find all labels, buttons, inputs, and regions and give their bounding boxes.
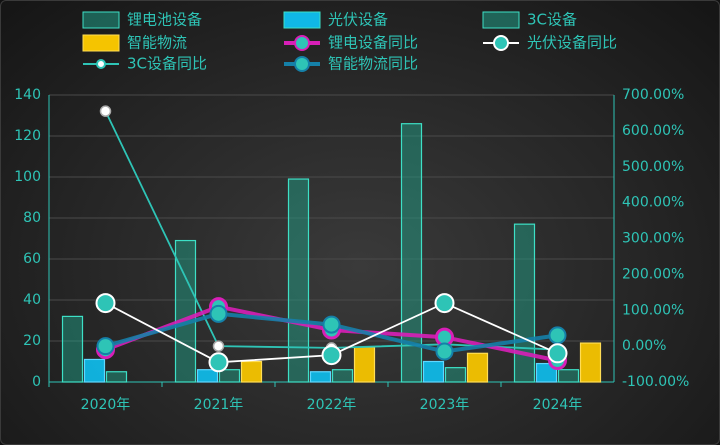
y-left-tick-label: 100 bbox=[14, 169, 41, 185]
y-right-tick-label: 100.00% bbox=[622, 302, 684, 318]
y-right-tick-label: 700.00% bbox=[622, 87, 684, 103]
bar-3C设备 bbox=[105, 371, 128, 383]
legend-swatch bbox=[82, 11, 120, 29]
y-left-tick-label: 120 bbox=[14, 128, 41, 144]
bar-光伏设备 bbox=[83, 358, 106, 383]
y-right-tick-label: 0.00% bbox=[622, 338, 666, 354]
legend-swatch bbox=[482, 11, 520, 29]
y-left-tick-label: 140 bbox=[14, 87, 41, 103]
bar-智能物流 bbox=[240, 360, 263, 383]
point-光伏设备同比 bbox=[95, 293, 116, 314]
x-tick-label: 2021年 bbox=[194, 397, 244, 413]
x-tick-label: 2020年 bbox=[81, 397, 131, 413]
y-left-tick-label: 60 bbox=[23, 251, 41, 267]
point-智能物流同比 bbox=[435, 342, 454, 361]
bar-3C设备 bbox=[218, 369, 241, 383]
x-tick-label: 2023年 bbox=[420, 397, 470, 413]
bar-光伏设备 bbox=[309, 371, 332, 383]
bar-智能物流 bbox=[353, 346, 376, 383]
bar-3C设备 bbox=[444, 367, 467, 383]
legend-marker bbox=[493, 35, 509, 51]
y-right-tick-label: 400.00% bbox=[622, 195, 684, 211]
y-left-tick-label: 80 bbox=[23, 210, 41, 226]
bar-智能物流 bbox=[466, 352, 489, 383]
point-智能物流同比 bbox=[548, 326, 567, 345]
legend-marker bbox=[294, 56, 310, 72]
point-3C设备同比 bbox=[212, 340, 225, 352]
point-3C设备同比 bbox=[99, 105, 112, 117]
legend-swatch bbox=[283, 11, 321, 29]
legend-marker bbox=[96, 59, 106, 69]
y-right-tick-label: 200.00% bbox=[622, 266, 684, 282]
point-光伏设备同比 bbox=[547, 343, 568, 364]
point-智能物流同比 bbox=[322, 315, 341, 334]
legend-label: 光伏设备同比 bbox=[527, 34, 617, 52]
bar-锂电池设备 bbox=[61, 315, 84, 383]
x-tick-label: 2022年 bbox=[307, 397, 357, 413]
point-光伏设备同比 bbox=[321, 345, 342, 366]
legend-swatch bbox=[82, 34, 120, 52]
point-光伏设备同比 bbox=[434, 293, 455, 314]
point-光伏设备同比 bbox=[208, 352, 229, 373]
line-3C设备同比 bbox=[104, 110, 558, 351]
y-left-tick-label: 0 bbox=[32, 374, 41, 390]
legend-label: 3C设备同比 bbox=[127, 55, 207, 73]
bar-光伏设备 bbox=[422, 360, 445, 383]
bar-锂电池设备 bbox=[287, 178, 310, 383]
legend-label: 光伏设备 bbox=[328, 11, 388, 29]
legend-label: 智能物流 bbox=[127, 34, 187, 52]
y-right-tick-label: -100.00% bbox=[622, 374, 689, 390]
y-right-tick-label: 600.00% bbox=[622, 123, 684, 139]
y-right-tick-label: 300.00% bbox=[622, 231, 684, 247]
legend-label: 3C设备 bbox=[527, 11, 577, 29]
x-tick-label: 2024年 bbox=[533, 397, 583, 413]
bar-3C设备 bbox=[331, 369, 354, 383]
bar-光伏设备 bbox=[535, 362, 558, 383]
y-left-tick-label: 40 bbox=[23, 292, 41, 308]
legend-label: 智能物流同比 bbox=[328, 55, 418, 73]
bar-3C设备 bbox=[557, 369, 580, 383]
point-智能物流同比 bbox=[96, 337, 115, 356]
bar-锂电池设备 bbox=[400, 123, 423, 383]
point-智能物流同比 bbox=[209, 304, 228, 323]
legend-label: 锂电设备同比 bbox=[328, 34, 418, 52]
y-right-tick-label: 500.00% bbox=[622, 159, 684, 175]
y-left-tick-label: 20 bbox=[23, 333, 41, 349]
legend-marker bbox=[294, 35, 310, 51]
legend-label: 锂电池设备 bbox=[127, 11, 202, 29]
bar-智能物流 bbox=[579, 342, 602, 383]
bar-光伏设备 bbox=[196, 369, 219, 383]
bar-锂电池设备 bbox=[513, 223, 536, 383]
